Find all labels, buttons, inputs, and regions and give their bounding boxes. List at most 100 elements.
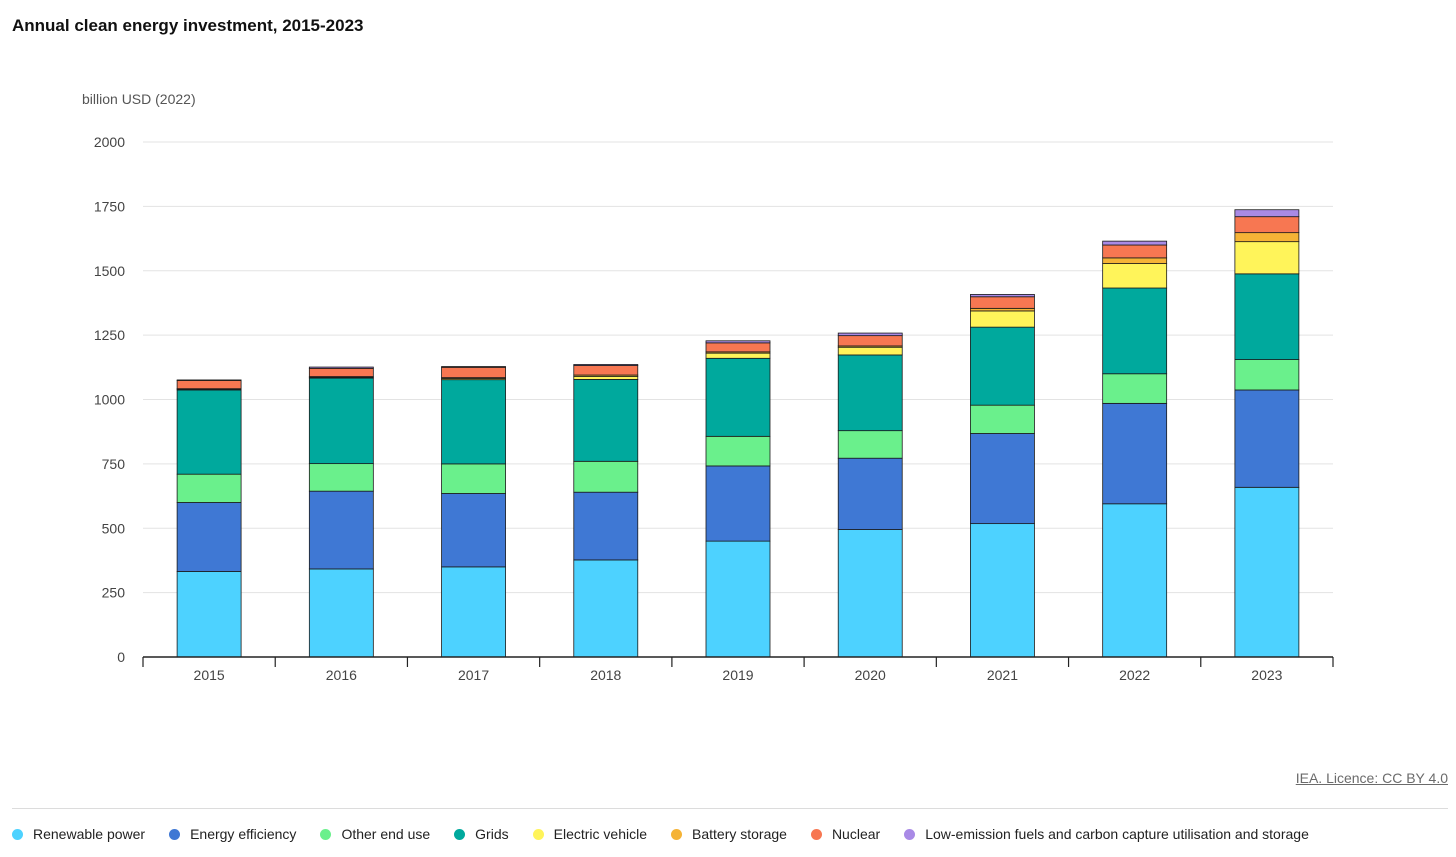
- bar-segment[interactable]: [1234, 241, 1300, 275]
- bar-segment[interactable]: [1234, 486, 1300, 658]
- bar-stack-2016[interactable]: [308, 366, 374, 658]
- bar-segment[interactable]: [970, 296, 1035, 309]
- legend-item[interactable]: Low-emission fuels and carbon capture ut…: [904, 826, 1309, 842]
- bar-segment[interactable]: [573, 364, 639, 366]
- bar-segment[interactable]: [573, 460, 639, 493]
- bar-segment[interactable]: [1234, 359, 1300, 391]
- bar-segment[interactable]: [837, 529, 903, 658]
- bar-segment[interactable]: [1102, 263, 1168, 289]
- bar-segment[interactable]: [176, 571, 242, 658]
- bar-segment[interactable]: [970, 404, 1035, 434]
- bar-segment[interactable]: [573, 379, 639, 462]
- bar-segment[interactable]: [1234, 273, 1300, 360]
- x-tick-label: 2015: [194, 667, 225, 683]
- legend-item[interactable]: Other end use: [320, 826, 430, 842]
- bar-segment[interactable]: [705, 357, 771, 437]
- bar-segment[interactable]: [837, 335, 903, 347]
- bar-segment[interactable]: [837, 457, 903, 530]
- legend-divider: [12, 808, 1448, 809]
- bar-segment[interactable]: [441, 379, 506, 465]
- y-tick-label: 750: [102, 456, 126, 472]
- legend-item[interactable]: Grids: [454, 826, 509, 842]
- bar-segment[interactable]: [308, 490, 374, 570]
- bar-segment[interactable]: [441, 566, 506, 658]
- legend-swatch: [169, 828, 181, 840]
- bar-segment[interactable]: [308, 377, 374, 465]
- bar-stack-2018[interactable]: [573, 364, 639, 658]
- legend-swatch: [904, 828, 916, 840]
- bar-segment[interactable]: [1234, 209, 1300, 218]
- y-tick-label: 500: [102, 520, 126, 536]
- bar-segment[interactable]: [573, 491, 639, 561]
- bar-segment[interactable]: [970, 433, 1035, 525]
- bar-segment[interactable]: [176, 473, 242, 503]
- bar-segment[interactable]: [1102, 244, 1168, 259]
- bar-segment[interactable]: [970, 294, 1035, 298]
- bar-segment[interactable]: [970, 310, 1035, 328]
- legend-item[interactable]: Electric vehicle: [532, 826, 647, 842]
- bar-segment[interactable]: [308, 366, 374, 369]
- bar-segment[interactable]: [705, 540, 771, 658]
- bar-segment[interactable]: [441, 463, 506, 494]
- bar-segment[interactable]: [837, 346, 903, 356]
- bar-segment[interactable]: [837, 430, 903, 459]
- x-axis: 2015 2016 2017 2018 2019 2020 2021 2022 2023: [142, 656, 1334, 683]
- bar-segment[interactable]: [176, 389, 242, 475]
- legend-label: Other end use: [341, 826, 431, 842]
- bar-stack-2021[interactable]: [970, 294, 1035, 658]
- bar-segment[interactable]: [837, 354, 903, 432]
- bar-segment[interactable]: [1102, 240, 1168, 246]
- bar-segment[interactable]: [705, 342, 771, 353]
- x-tick-label: 2021: [987, 667, 1018, 683]
- legend: Renewable power Energy efficiency Other en…: [12, 826, 1333, 842]
- bar-segment[interactable]: [970, 523, 1035, 658]
- bar-segment[interactable]: [837, 332, 903, 337]
- bar-segment[interactable]: [1102, 402, 1168, 505]
- legend-item[interactable]: Renewable power: [12, 826, 145, 842]
- bar-segment[interactable]: [441, 366, 506, 368]
- x-tick-label: 2018: [590, 667, 621, 683]
- bar-segment[interactable]: [1234, 232, 1300, 243]
- bar-segment[interactable]: [1234, 389, 1300, 488]
- bar-segment[interactable]: [441, 366, 506, 379]
- y-tick-label: 1750: [94, 198, 125, 214]
- bar-segment[interactable]: [176, 380, 242, 390]
- bar-segment[interactable]: [176, 502, 242, 572]
- legend-item[interactable]: Energy efficiency: [169, 826, 296, 842]
- legend-swatch: [810, 828, 822, 840]
- legend-item[interactable]: Nuclear: [810, 826, 881, 842]
- legend-label: Nuclear: [831, 826, 881, 842]
- bar-segment[interactable]: [176, 379, 242, 381]
- bar-segment[interactable]: [308, 568, 374, 658]
- bar-segment[interactable]: [441, 493, 506, 568]
- bar-segment[interactable]: [1102, 503, 1168, 658]
- bar-stack-2015[interactable]: [176, 379, 242, 658]
- licence-link[interactable]: IEA. Licence: CC BY 4.0: [1295, 770, 1448, 786]
- legend-swatch: [671, 828, 682, 840]
- legend-label: Grids: [475, 826, 509, 842]
- bar-segment[interactable]: [705, 352, 771, 359]
- bar-segment[interactable]: [308, 463, 374, 492]
- y-axis-ticks: 0 250 500 750 1000 1250 1500 1750 2000: [94, 134, 125, 665]
- y-tick-label: 0: [117, 649, 125, 665]
- bar-stack-2023[interactable]: [1234, 209, 1300, 658]
- bar-segment[interactable]: [573, 375, 639, 380]
- bar-stack-2019[interactable]: [705, 340, 771, 658]
- legend-item[interactable]: Battery storage: [671, 826, 787, 842]
- bar-segment[interactable]: [970, 326, 1035, 406]
- bar-segment[interactable]: [1102, 257, 1168, 264]
- bar-stack-2017[interactable]: [441, 366, 506, 658]
- bar-segment[interactable]: [705, 465, 771, 542]
- bar-segment[interactable]: [1234, 216, 1300, 234]
- bar-segment[interactable]: [573, 559, 639, 658]
- bar-segment[interactable]: [705, 340, 771, 344]
- bar-stack-2022[interactable]: [1102, 240, 1168, 658]
- x-tick-label: 2020: [855, 667, 886, 683]
- bar-segment[interactable]: [705, 435, 771, 467]
- bar-segment[interactable]: [1102, 287, 1168, 375]
- bar-segment[interactable]: [308, 367, 374, 377]
- bar-segment[interactable]: [573, 365, 639, 376]
- bar-stack-2020[interactable]: [837, 332, 903, 658]
- bar-segment[interactable]: [1102, 373, 1168, 404]
